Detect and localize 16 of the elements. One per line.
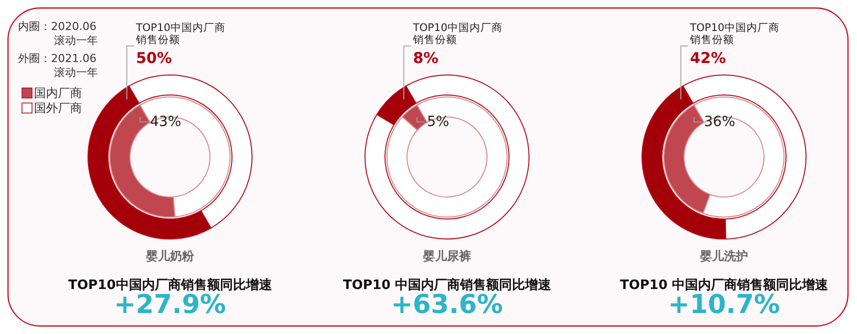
legend-label: 国内厂商 (34, 86, 82, 100)
text: 婴儿奶粉 (144, 248, 195, 265)
text: 外圈：2021.06 滚动一年 (18, 52, 99, 80)
text: 婴儿尿裤 (422, 248, 472, 265)
data-label: 36% (704, 114, 736, 130)
data-label: 42% (690, 49, 726, 67)
text: 内圈：2020.06 滚动一年 (18, 20, 99, 48)
data-label: 5% (427, 114, 450, 130)
text: TOP10中国内厂商销售份额 (136, 22, 226, 46)
data-label: 50% (136, 49, 172, 67)
legend-label: 国外厂商 (34, 101, 82, 115)
text: 婴儿洗护 (698, 248, 749, 265)
text: TOP10中国内厂商销售份额 (413, 22, 504, 46)
text: TOP10中国内厂商销售份额 (690, 22, 780, 46)
data-label: 43% (150, 114, 182, 130)
data-label: 8% (413, 49, 438, 67)
